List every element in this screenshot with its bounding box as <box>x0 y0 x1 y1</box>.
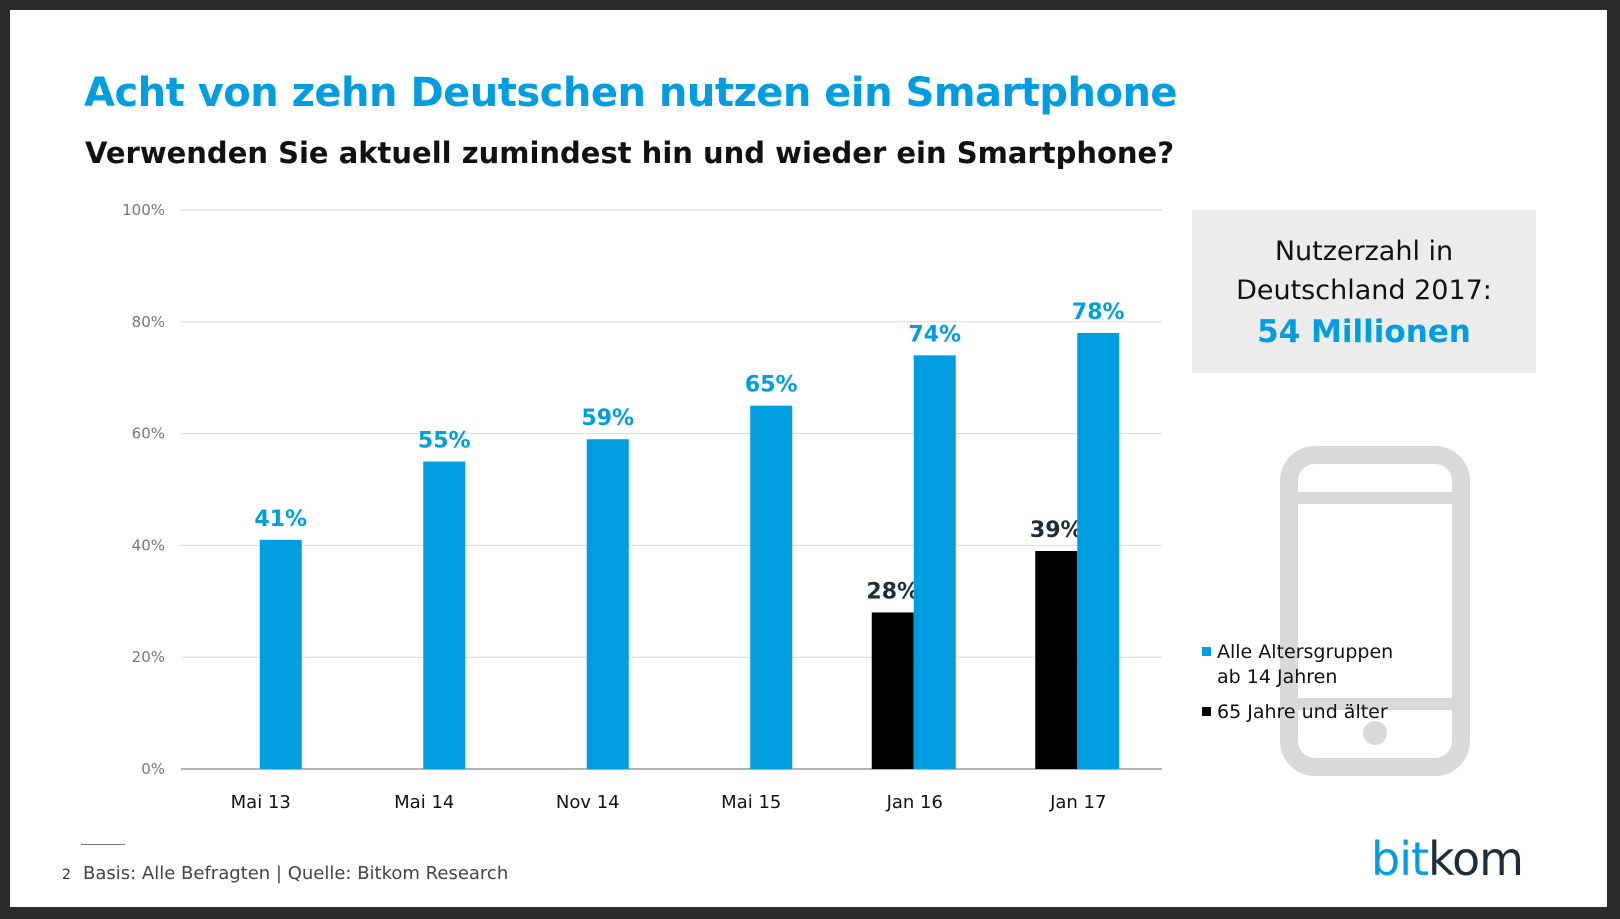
legend-item: 65 Jahre und älter <box>1202 700 1393 725</box>
bar <box>586 439 629 769</box>
slide: Acht von zehn Deutschen nutzen ein Smart… <box>10 10 1607 907</box>
data-label: 74% <box>908 322 961 347</box>
chart-legend: Alle Altersgruppen ab 14 Jahren 65 Jahre u… <box>1202 640 1393 735</box>
x-tick-label: Nov 14 <box>556 792 620 813</box>
bar <box>1077 332 1120 769</box>
y-tick-label: 20% <box>132 648 165 666</box>
info-box: Nutzerzahl in Deutschland 2017: 54 Milli… <box>1192 210 1536 373</box>
y-tick-label: 0% <box>141 760 165 778</box>
logo-part-bit: bit <box>1371 832 1429 886</box>
info-box-line2: Deutschland 2017: <box>1236 275 1492 306</box>
legend-swatch <box>1202 647 1211 656</box>
legend-item: Alle Altersgruppen ab 14 Jahren <box>1202 640 1393 690</box>
smartphone-icon <box>1280 446 1470 776</box>
x-tick-label: Mai 13 <box>231 792 291 813</box>
info-box-line1: Nutzerzahl in <box>1274 236 1454 267</box>
data-label: 59% <box>581 406 634 431</box>
data-label: 55% <box>418 429 471 454</box>
legend-label-line: Alle Altersgruppen <box>1217 641 1394 663</box>
y-tick-label: 40% <box>132 536 165 554</box>
data-label: 28% <box>866 579 919 604</box>
x-tick-label: Jan 16 <box>886 792 943 813</box>
bar <box>750 405 793 769</box>
legend-label: 65 Jahre und älter <box>1217 700 1388 725</box>
footer-divider <box>81 844 125 845</box>
data-label: 78% <box>1072 300 1125 325</box>
logo-part-kom: kom <box>1428 832 1524 886</box>
bar <box>259 539 302 769</box>
page-title: Acht von zehn Deutschen nutzen ein Smart… <box>84 70 1178 116</box>
bar-chart: 0% 20% 40% 60% 80% 100% Mai 13 41% Mai 14 55% Nov … <box>122 201 1162 813</box>
page-number: 2 <box>62 867 71 883</box>
y-tick-label: 60% <box>132 425 165 443</box>
data-label: 39% <box>1030 518 1083 543</box>
legend-label-line: ab 14 Jahren <box>1217 666 1338 688</box>
y-tick-label: 100% <box>122 201 165 219</box>
data-label: 65% <box>745 373 798 398</box>
bar <box>913 355 956 769</box>
page-subtitle: Verwenden Sie aktuell zumindest hin und … <box>85 136 1175 170</box>
bar <box>423 461 466 769</box>
x-tick-label: Jan 17 <box>1049 792 1106 813</box>
legend-swatch <box>1202 707 1211 716</box>
bar <box>871 612 914 769</box>
legend-label: Alle Altersgruppen ab 14 Jahren <box>1217 640 1393 690</box>
x-tick-label: Mai 15 <box>721 792 781 813</box>
bar <box>1035 550 1078 769</box>
data-label: 41% <box>254 507 307 532</box>
source-note: Basis: Alle Befragten | Quelle: Bitkom R… <box>83 863 509 884</box>
y-tick-label: 80% <box>132 313 165 331</box>
info-box-value: 54 Millionen <box>1257 314 1471 350</box>
bitkom-logo: bitkom <box>1371 832 1524 886</box>
x-tick-label: Mai 14 <box>394 792 454 813</box>
legend-label-line: 65 Jahre und älter <box>1217 701 1388 723</box>
